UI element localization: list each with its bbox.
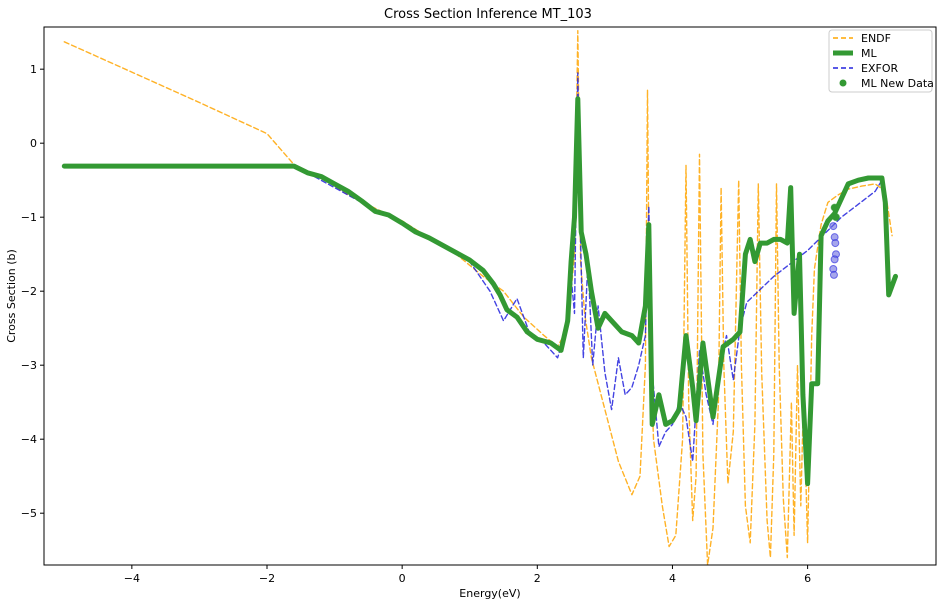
- y-tick-label: −5: [21, 507, 37, 520]
- x-tick-label: −2: [259, 572, 275, 585]
- series-line-exfor: [306, 72, 886, 463]
- ml-new-data-point: [829, 270, 838, 279]
- legend-box: [828, 29, 933, 93]
- y-axis-title: Cross Section (b): [5, 249, 18, 343]
- legend-entry: ML New Data: [861, 77, 934, 90]
- ml-new-data-point: [829, 222, 838, 231]
- legend-swatch: [839, 79, 847, 87]
- y-axis: 1 0 −1 −2 −3 −4 −5: [21, 63, 44, 520]
- legend-entry: ENDF: [861, 32, 891, 45]
- x-axis-title: Energy(eV): [459, 587, 520, 600]
- y-tick-label: −1: [21, 211, 37, 224]
- chart-title: Cross Section Inference MT_103: [384, 7, 592, 22]
- x-tick-label: 6: [804, 572, 811, 585]
- ml-new-data-point: [830, 255, 839, 264]
- x-tick-label: 4: [669, 572, 676, 585]
- ml-new-data-point: [831, 239, 840, 248]
- y-tick-label: 1: [30, 63, 37, 76]
- x-tick-label: 2: [534, 572, 541, 585]
- y-tick-label: 0: [30, 137, 37, 150]
- legend: ENDF ML EXFOR ML New Data: [828, 29, 934, 93]
- series-line-ml: [61, 96, 898, 487]
- y-tick-label: −2: [21, 285, 37, 298]
- series-line-endf: [63, 30, 893, 565]
- series-layer: [61, 30, 898, 565]
- y-tick-label: −3: [21, 359, 37, 372]
- x-tick-label: 0: [399, 572, 406, 585]
- x-axis: −4 −2 0 2 4 6: [124, 565, 811, 585]
- plot-frame: [43, 26, 937, 566]
- legend-entry: ML: [861, 47, 877, 60]
- ml-new-data-point: [830, 203, 839, 212]
- legend-entry: EXFOR: [861, 62, 898, 75]
- ml-new-data-point: [831, 213, 840, 222]
- y-tick-label: −4: [21, 433, 37, 446]
- x-tick-label: −4: [124, 572, 140, 585]
